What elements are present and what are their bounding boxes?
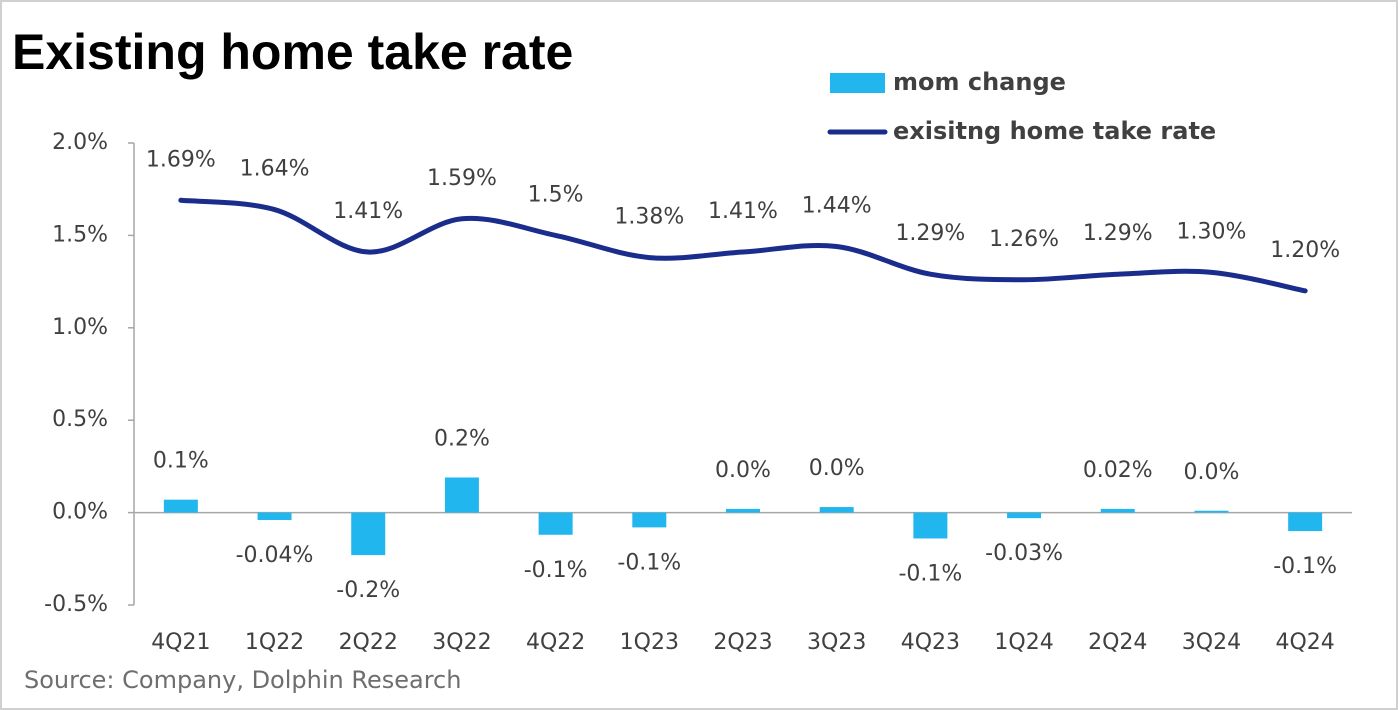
x-tick-label: 2Q23 xyxy=(713,630,772,655)
bar xyxy=(351,512,386,556)
source-note: Source: Company, Dolphin Research xyxy=(24,666,461,694)
y-tick-label: 1.5% xyxy=(52,222,108,247)
bar-value-label: 0.02% xyxy=(1083,458,1153,483)
x-tick-label: 1Q22 xyxy=(245,630,304,655)
y-tick-label: 1.0% xyxy=(52,315,108,340)
bar xyxy=(538,512,573,535)
bar-value-label: 0.0% xyxy=(809,456,865,481)
bar-value-label: -0.1% xyxy=(524,558,588,583)
x-tick-label: 4Q22 xyxy=(526,630,585,655)
legend-swatch xyxy=(830,73,885,93)
x-tick-label: 3Q24 xyxy=(1182,630,1241,655)
bar-value-label: -0.1% xyxy=(1273,554,1337,579)
y-tick-label: 2.0% xyxy=(52,130,108,155)
bar xyxy=(1100,508,1135,513)
line-value-label: 1.44% xyxy=(802,193,872,218)
line-value-label: 1.38% xyxy=(614,205,684,230)
x-tick-label: 2Q24 xyxy=(1088,630,1147,655)
bar xyxy=(444,477,479,513)
y-tick-label: 0.0% xyxy=(52,500,108,525)
bar-value-label: -0.04% xyxy=(236,543,314,568)
bar-value-label: 0.2% xyxy=(434,426,490,451)
x-tick-label: 3Q23 xyxy=(807,630,866,655)
bar-value-label: -0.1% xyxy=(898,561,962,586)
x-tick-label: 1Q23 xyxy=(620,630,679,655)
x-tick-label: 2Q22 xyxy=(339,630,398,655)
legend-label: mom change xyxy=(893,68,1066,96)
bar xyxy=(1288,512,1323,532)
bar-value-label: -0.03% xyxy=(985,541,1063,566)
y-tick-label: 0.5% xyxy=(52,407,108,432)
line-value-label: 1.26% xyxy=(989,227,1059,252)
x-tick-label: 3Q22 xyxy=(432,630,491,655)
bar xyxy=(819,507,854,513)
bar-value-label: 0.0% xyxy=(715,458,771,483)
bar xyxy=(913,512,948,539)
x-tick-label: 4Q24 xyxy=(1275,630,1334,655)
line-value-label: 1.59% xyxy=(427,166,497,191)
bar-value-label: -0.1% xyxy=(617,550,681,575)
bar-value-label: 0.0% xyxy=(1184,460,1240,485)
y-tick-label: -0.5% xyxy=(44,592,108,617)
chart-title: Existing home take rate xyxy=(12,24,573,80)
x-tick-label: 4Q23 xyxy=(901,630,960,655)
bar xyxy=(632,512,667,528)
line-value-label: 1.69% xyxy=(146,147,216,172)
line-value-label: 1.29% xyxy=(1083,221,1153,246)
line-value-label: 1.41% xyxy=(333,199,403,224)
legend-label: exisitng home take rate xyxy=(893,117,1216,145)
x-tick-label: 1Q24 xyxy=(994,630,1053,655)
line-value-label: 1.41% xyxy=(708,199,778,224)
bar xyxy=(163,499,198,513)
bar-value-label: -0.2% xyxy=(336,578,400,603)
line-value-label: 1.5% xyxy=(528,182,584,207)
bar xyxy=(1007,512,1042,519)
bar xyxy=(257,512,292,520)
x-tick-label: 4Q21 xyxy=(151,630,210,655)
line-value-label: 1.30% xyxy=(1177,219,1247,244)
line xyxy=(178,197,1308,294)
line-value-label: 1.20% xyxy=(1270,238,1340,263)
bar-value-label: 0.1% xyxy=(153,449,209,474)
line-value-label: 1.29% xyxy=(895,221,965,246)
bar xyxy=(1194,510,1229,513)
bar xyxy=(726,508,760,513)
line-value-label: 1.64% xyxy=(240,157,310,182)
